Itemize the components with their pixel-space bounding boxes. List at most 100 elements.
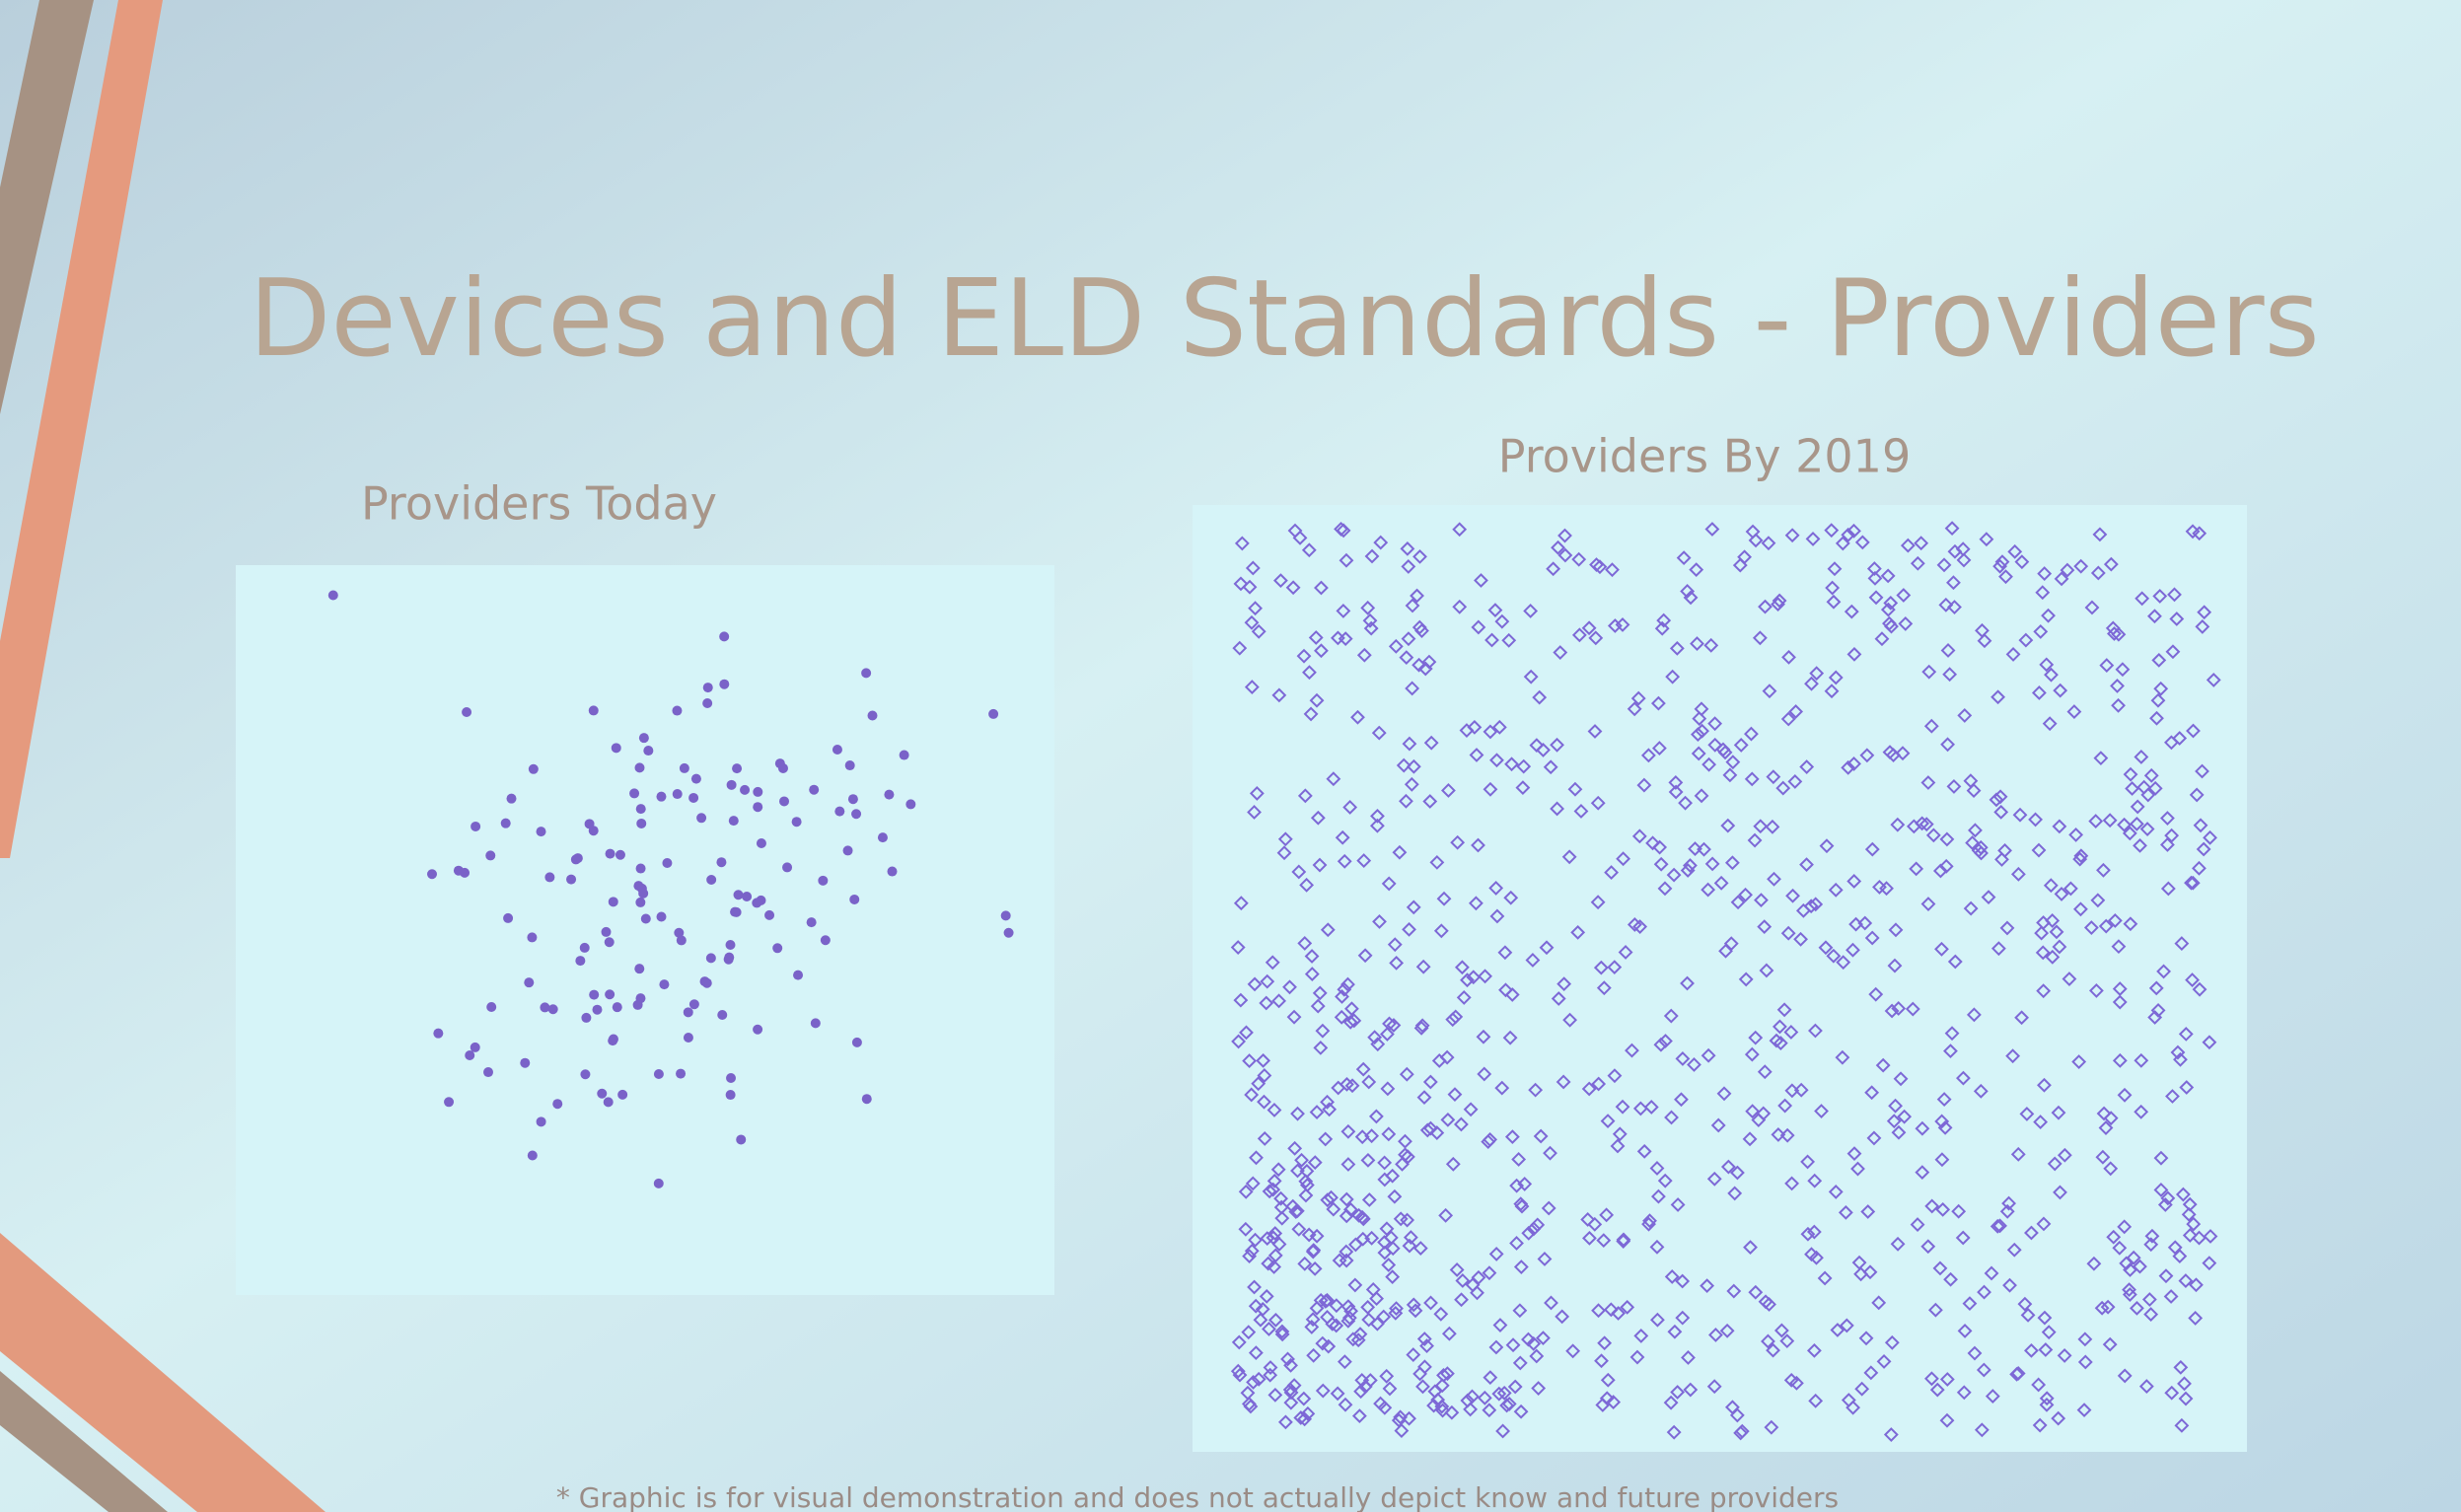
decorative-dot bbox=[1761, 536, 1776, 551]
decorative-dot bbox=[782, 862, 793, 873]
decorative-dot bbox=[1994, 852, 2009, 867]
decorative-dot bbox=[1669, 640, 1685, 656]
decorative-dot bbox=[1244, 1243, 1260, 1259]
decorative-dot bbox=[1657, 1173, 1673, 1188]
decorative-dot bbox=[1385, 1269, 1401, 1285]
decorative-dot bbox=[1282, 979, 1297, 995]
decorative-dot bbox=[1649, 1161, 1665, 1176]
decorative-dot bbox=[1377, 1155, 1393, 1171]
decorative-dot bbox=[2111, 697, 2126, 713]
decorative-dot bbox=[1627, 701, 1642, 717]
decorative-dot bbox=[2143, 1307, 2159, 1323]
decorative-dot bbox=[1528, 1082, 1544, 1098]
decorative-dot bbox=[899, 750, 909, 760]
decorative-dot bbox=[1444, 1404, 1460, 1420]
decorative-dot bbox=[427, 869, 438, 880]
decorative-dot bbox=[1654, 620, 1670, 636]
decorative-dot bbox=[1793, 1082, 1809, 1098]
decorative-dot bbox=[1674, 1092, 1689, 1108]
decorative-dot bbox=[1956, 1385, 1972, 1401]
decorative-dot bbox=[1857, 915, 1873, 931]
decorative-dot bbox=[740, 784, 751, 795]
decorative-dot bbox=[2177, 1376, 2192, 1392]
decorative-dot bbox=[1259, 995, 1274, 1011]
decorative-dot bbox=[1650, 695, 1666, 711]
decorative-dot bbox=[1251, 1076, 1267, 1092]
decorative-dot bbox=[1803, 899, 1819, 914]
decorative-dot bbox=[1271, 687, 1287, 703]
decorative-dot bbox=[1260, 973, 1275, 989]
decorative-dot bbox=[1934, 1114, 1950, 1129]
decorative-dot bbox=[1551, 540, 1565, 555]
decorative-dot bbox=[2106, 1229, 2122, 1245]
decorative-dot bbox=[1416, 1332, 1432, 1346]
decorative-dot bbox=[2102, 1336, 2118, 1352]
decorative-dot bbox=[1340, 1157, 1356, 1172]
decorative-dot bbox=[540, 1002, 550, 1013]
decorative-dot bbox=[1421, 654, 1437, 670]
decorative-dot bbox=[1729, 1165, 1745, 1181]
decorative-dot bbox=[1383, 1230, 1399, 1246]
decorative-dot bbox=[851, 809, 862, 820]
decorative-dot bbox=[653, 1069, 664, 1080]
decorative-dot bbox=[1273, 1190, 1288, 1206]
decorative-dot bbox=[1477, 1066, 1492, 1082]
decorative-dot bbox=[1256, 1052, 1271, 1068]
decorative-dot bbox=[1994, 554, 2010, 570]
decorative-dot bbox=[1748, 1284, 1764, 1300]
stripe bbox=[0, 1233, 326, 1512]
decorative-dot bbox=[1517, 1176, 1533, 1191]
decorative-dot bbox=[1936, 557, 1952, 573]
decorative-dot bbox=[2206, 673, 2221, 687]
decorative-dot bbox=[1402, 1410, 1416, 1426]
decorative-dot bbox=[1453, 1116, 1469, 1132]
decorative-dot bbox=[1423, 1120, 1438, 1136]
decorative-dot bbox=[1766, 769, 1781, 785]
decorative-dot bbox=[1846, 756, 1861, 771]
decorative-dot bbox=[1643, 1100, 1659, 1115]
decorative-dot bbox=[1591, 1076, 1607, 1092]
decorative-dot bbox=[1975, 622, 1990, 638]
decorative-dot bbox=[2112, 994, 2128, 1010]
panel-title: Providers By 2019 bbox=[1498, 430, 1911, 483]
decorative-dot bbox=[1596, 1233, 1612, 1249]
decorative-dot bbox=[1404, 776, 1419, 792]
decorative-dot bbox=[2140, 787, 2156, 803]
decorative-dot bbox=[1389, 1301, 1404, 1317]
decorative-dot bbox=[2005, 1048, 2021, 1064]
decorative-dot bbox=[1668, 784, 1684, 800]
decorative-dot bbox=[1555, 1309, 1570, 1325]
decorative-dot bbox=[1697, 841, 1711, 857]
decorative-dot bbox=[632, 999, 643, 1010]
decorative-dot bbox=[1245, 1176, 1261, 1191]
decorative-dot bbox=[1664, 1110, 1679, 1125]
decorative-dot bbox=[1387, 937, 1403, 953]
decorative-dot bbox=[2095, 1149, 2111, 1165]
decorative-dot bbox=[1494, 613, 1510, 629]
decorative-dot bbox=[1488, 1339, 1504, 1355]
decorative-dot bbox=[1599, 1207, 1615, 1223]
decorative-dot bbox=[1257, 1068, 1272, 1083]
decorative-dot bbox=[1537, 1252, 1553, 1266]
decorative-dot bbox=[1335, 829, 1350, 845]
decorative-dot bbox=[1920, 1239, 1936, 1255]
decorative-dot bbox=[1888, 1098, 1903, 1114]
decorative-dot bbox=[2033, 624, 2049, 639]
decorative-dot bbox=[1248, 601, 1263, 616]
decorative-dot bbox=[1454, 960, 1470, 975]
decorative-dot bbox=[1257, 1130, 1272, 1146]
decorative-dot bbox=[1806, 1224, 1822, 1240]
decorative-dot bbox=[1773, 1323, 1789, 1338]
decorative-dot bbox=[1989, 792, 2004, 808]
decorative-dot bbox=[2032, 1417, 2048, 1433]
decorative-dot bbox=[1438, 1207, 1454, 1223]
decorative-dot bbox=[1938, 597, 1954, 612]
decorative-dot bbox=[2063, 881, 2078, 897]
decorative-dot bbox=[2163, 1289, 2179, 1304]
decorative-dot bbox=[1817, 1270, 1833, 1286]
decorative-dot bbox=[1909, 861, 1924, 877]
decorative-dot bbox=[2189, 1277, 2204, 1293]
decorative-dot bbox=[1251, 623, 1267, 639]
decorative-dot bbox=[1780, 925, 1796, 941]
decorative-dot bbox=[2098, 1120, 2114, 1135]
